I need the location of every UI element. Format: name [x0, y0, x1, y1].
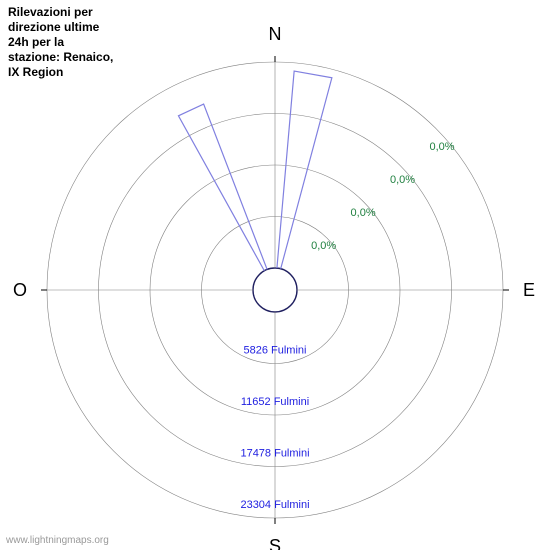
ring-label: 17478 Fulmini [240, 448, 309, 460]
cardinal-label: S [269, 536, 281, 550]
cardinal-label: O [13, 280, 27, 300]
ring-label: 23304 Fulmini [240, 499, 309, 511]
percent-label: 0,0% [351, 207, 376, 219]
ring-label: 11652 Fulmini [241, 396, 309, 408]
percent-label: 0,0% [429, 141, 454, 153]
rose-wedge [277, 71, 332, 269]
percent-label: 0,0% [311, 240, 336, 252]
cardinal-label: N [269, 24, 282, 44]
percent-label: 0,0% [390, 174, 415, 186]
cardinal-label: E [523, 280, 535, 300]
chart-container: Rilevazioni per direzione ultime 24h per… [0, 0, 550, 550]
credit-text: www.lightningmaps.org [6, 535, 109, 546]
ring-label: 5826 Fulmini [244, 345, 307, 357]
rose-wedge [178, 104, 267, 271]
hub-circle [253, 268, 297, 312]
polar-chart: N E S O 5826 Fulmini 11652 Fulmini 17478 Fulmi… [0, 0, 550, 550]
